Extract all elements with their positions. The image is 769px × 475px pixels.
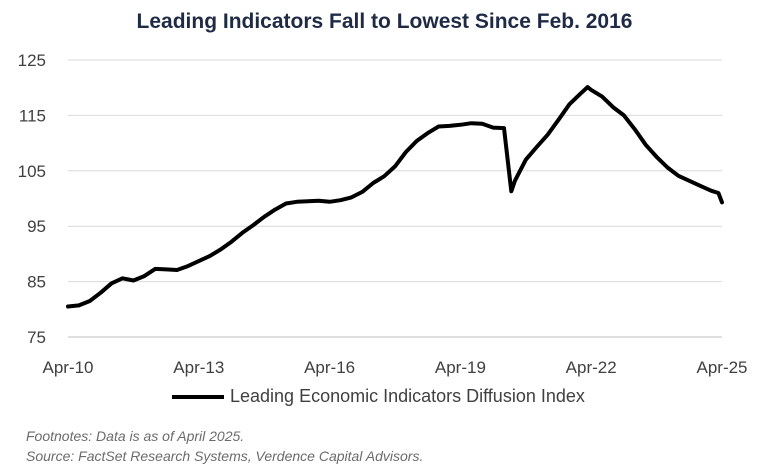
legend-label: Leading Economic Indicators Diffusion In… bbox=[230, 386, 585, 406]
legend-swatch bbox=[172, 394, 224, 399]
x-tick-label: Apr-25 bbox=[696, 358, 747, 377]
series-line-0 bbox=[66, 85, 724, 309]
y-tick-label: 85 bbox=[27, 273, 46, 292]
x-tick-label: Apr-22 bbox=[566, 358, 617, 377]
y-tick-label: 125 bbox=[18, 51, 46, 70]
y-tick-label: 95 bbox=[27, 217, 46, 236]
legend: Leading Economic Indicators Diffusion In… bbox=[172, 386, 585, 407]
y-axis-ticks: 75 85 95 105 115 125 bbox=[18, 51, 46, 347]
x-tick-label: Apr-16 bbox=[304, 358, 355, 377]
footnote-data-note: Footnotes: Data is as of April 2025. bbox=[26, 428, 245, 444]
x-tick-label: Apr-19 bbox=[435, 358, 486, 377]
y-tick-label: 75 bbox=[27, 328, 46, 347]
x-axis-ticks: Apr-10 Apr-13 Apr-16 Apr-19 Apr-22 Apr-25 bbox=[42, 358, 747, 377]
y-tick-label: 105 bbox=[18, 162, 46, 181]
y-tick-label: 115 bbox=[19, 106, 46, 125]
chart-title: Leading Indicators Fall to Lowest Since … bbox=[136, 10, 633, 33]
x-tick-label: Apr-13 bbox=[173, 358, 224, 377]
footnote-source: Source: FactSet Research Systems, Verden… bbox=[26, 448, 424, 464]
gridlines bbox=[68, 59, 722, 338]
series-lines bbox=[66, 85, 724, 309]
x-tick-label: Apr-10 bbox=[42, 358, 93, 377]
